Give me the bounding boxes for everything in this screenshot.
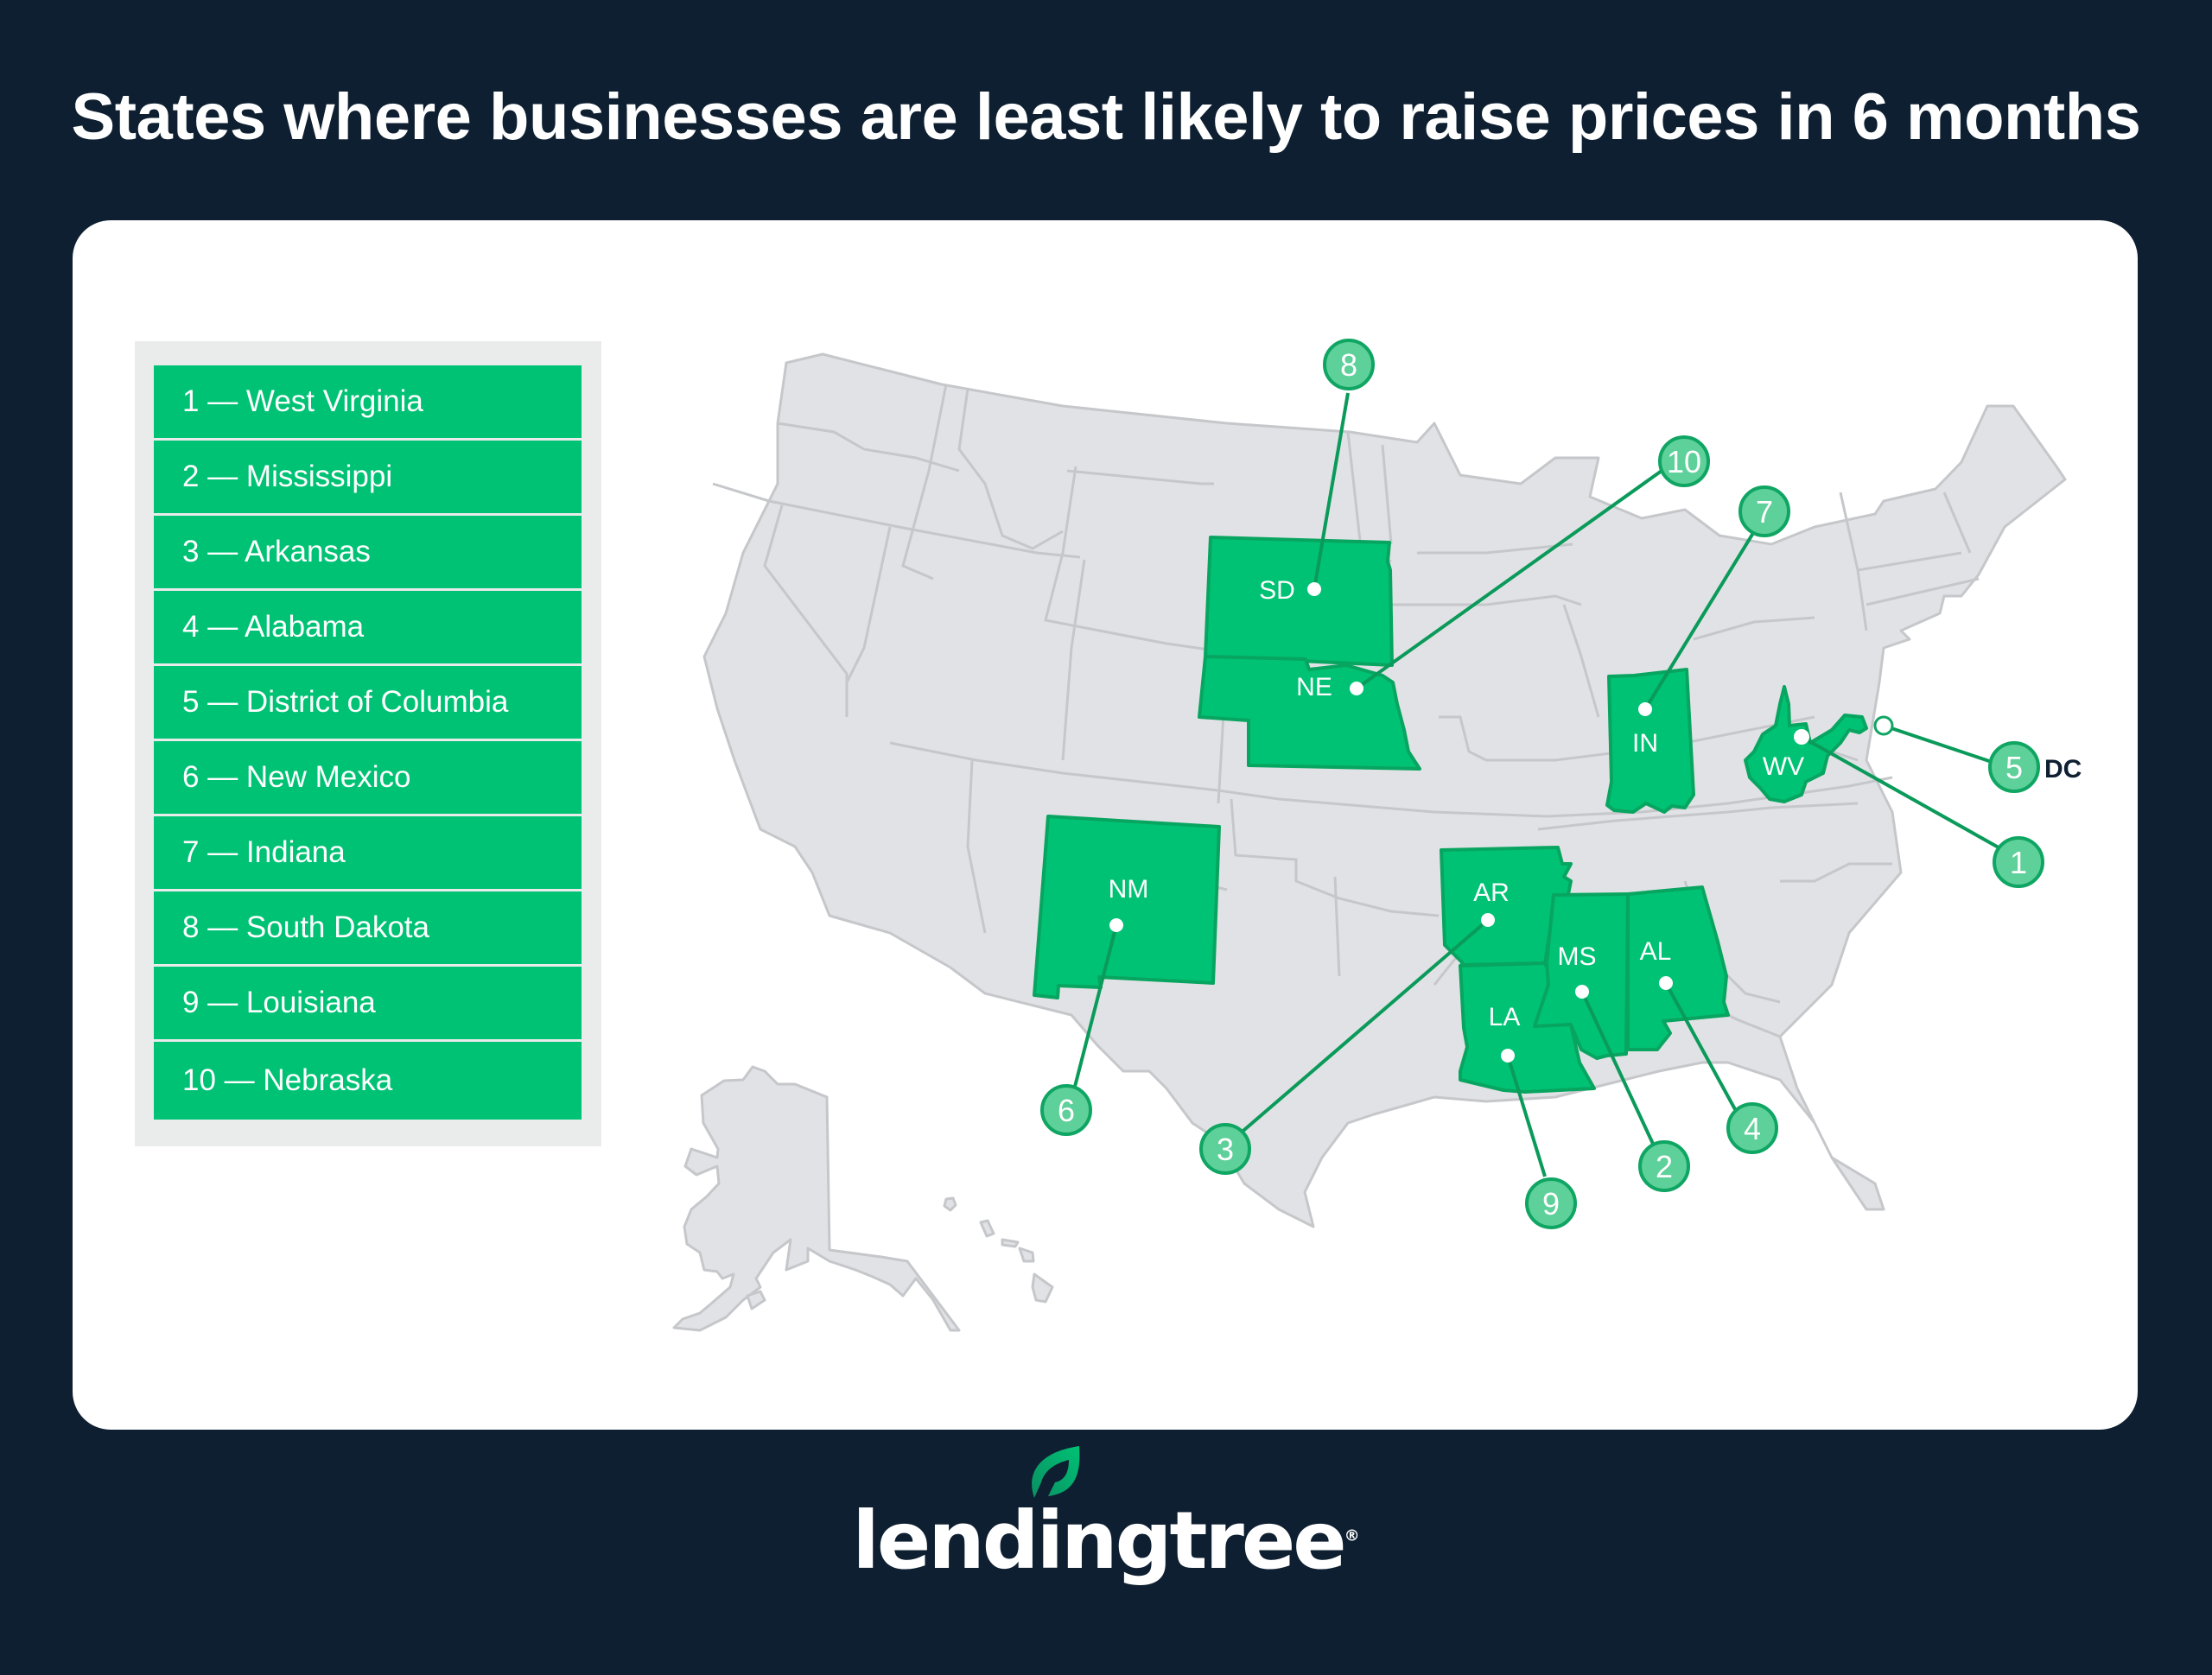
legend-item-arkansas: 3 — Arkansas [154, 516, 582, 588]
logo-wordmark: lendingtree® [852, 1446, 1360, 1587]
legend-item-new-mexico: 6 — New Mexico [154, 741, 582, 814]
marker-dc-dot [1873, 715, 1894, 736]
svg-text:4: 4 [1744, 1111, 1761, 1146]
svg-text:6: 6 [1058, 1093, 1075, 1128]
marker-al-dot [1659, 976, 1673, 990]
dc-label: DC [2044, 755, 2082, 784]
rank-bubble-6: 6 [1040, 1084, 1092, 1136]
rank-bubble-9: 9 [1525, 1177, 1577, 1229]
svg-text:9: 9 [1542, 1186, 1560, 1221]
state-west-virginia [1744, 685, 1868, 803]
state-alabama [1626, 885, 1730, 1051]
label-ar: AR [1473, 879, 1510, 907]
map-contiguous-us [702, 352, 2067, 1228]
map-hawaii [943, 1196, 1054, 1304]
label-sd: SD [1259, 576, 1295, 605]
svg-text:3: 3 [1217, 1132, 1234, 1167]
ranking-legend: 1 — West Virginia 2 — Mississippi 3 — Ar… [135, 341, 601, 1146]
legend-item-louisiana: 9 — Louisiana [154, 967, 582, 1039]
label-la: LA [1489, 1003, 1521, 1031]
svg-text:5: 5 [2005, 750, 2023, 785]
rank-bubble-10: 10 [1658, 435, 1710, 487]
marker-wv-dot [1794, 729, 1809, 745]
marker-ne-dot [1350, 682, 1363, 695]
label-wv: WV [1763, 752, 1804, 781]
state-indiana [1605, 668, 1695, 814]
legend-item-alabama: 4 — Alabama [154, 591, 582, 663]
page-title: States where businesses are least likely… [71, 80, 2141, 154]
rank-bubble-7: 7 [1738, 485, 1790, 537]
legend-item-west-virginia: 1 — West Virginia [154, 365, 582, 438]
rank-bubble-5: 5 [1988, 741, 2040, 793]
label-ne: NE [1296, 673, 1332, 701]
rank-bubble-4: 4 [1726, 1102, 1778, 1154]
svg-text:2: 2 [1656, 1149, 1673, 1184]
rank-bubble-2: 2 [1638, 1140, 1690, 1192]
rank-bubble-1: 1 [1993, 836, 2044, 888]
legend-item-nebraska: 10 — Nebraska [154, 1042, 582, 1120]
label-al: AL [1640, 937, 1672, 966]
logo-text: lendingtree [852, 1494, 1346, 1587]
legend-item-south-dakota: 8 — South Dakota [154, 891, 582, 964]
label-in: IN [1632, 729, 1658, 758]
svg-text:8: 8 [1340, 347, 1357, 383]
marker-la-dot [1501, 1049, 1515, 1063]
rank-bubble-3: 3 [1199, 1123, 1251, 1175]
leaf-icon [1032, 1446, 1080, 1498]
marker-ar-dot [1481, 913, 1495, 927]
legend-item-district-of-columbia: 5 — District of Columbia [154, 666, 582, 739]
svg-text:10: 10 [1667, 444, 1701, 479]
lendingtree-logo: lendingtree® [0, 1446, 2212, 1587]
state-markers: SD NE IN WV NM AR MS AL LA [1109, 576, 1894, 1063]
svg-text:7: 7 [1756, 494, 1773, 530]
registered-mark: ® [1344, 1526, 1360, 1545]
svg-text:1: 1 [2010, 845, 2027, 880]
legend-item-indiana: 7 — Indiana [154, 816, 582, 889]
legend-list: 1 — West Virginia 2 — Mississippi 3 — Ar… [154, 365, 582, 1120]
state-new-mexico [1033, 815, 1221, 999]
map-alaska [672, 1065, 961, 1332]
leader-lines [1067, 392, 2005, 1177]
marker-nm-dot [1109, 918, 1123, 932]
rank-bubbles: 8 10 7 5 DC 1 6 3 9 [1040, 339, 2082, 1229]
map-alaska-island [746, 1290, 766, 1310]
legend-item-mississippi: 2 — Mississippi [154, 441, 582, 513]
marker-in-dot [1638, 702, 1652, 716]
state-south-dakota [1204, 536, 1394, 667]
marker-ms-dot [1575, 985, 1589, 999]
rank-bubble-8: 8 [1323, 339, 1375, 390]
marker-sd-dot [1307, 582, 1321, 596]
label-nm: NM [1109, 875, 1149, 904]
label-ms: MS [1558, 942, 1597, 971]
